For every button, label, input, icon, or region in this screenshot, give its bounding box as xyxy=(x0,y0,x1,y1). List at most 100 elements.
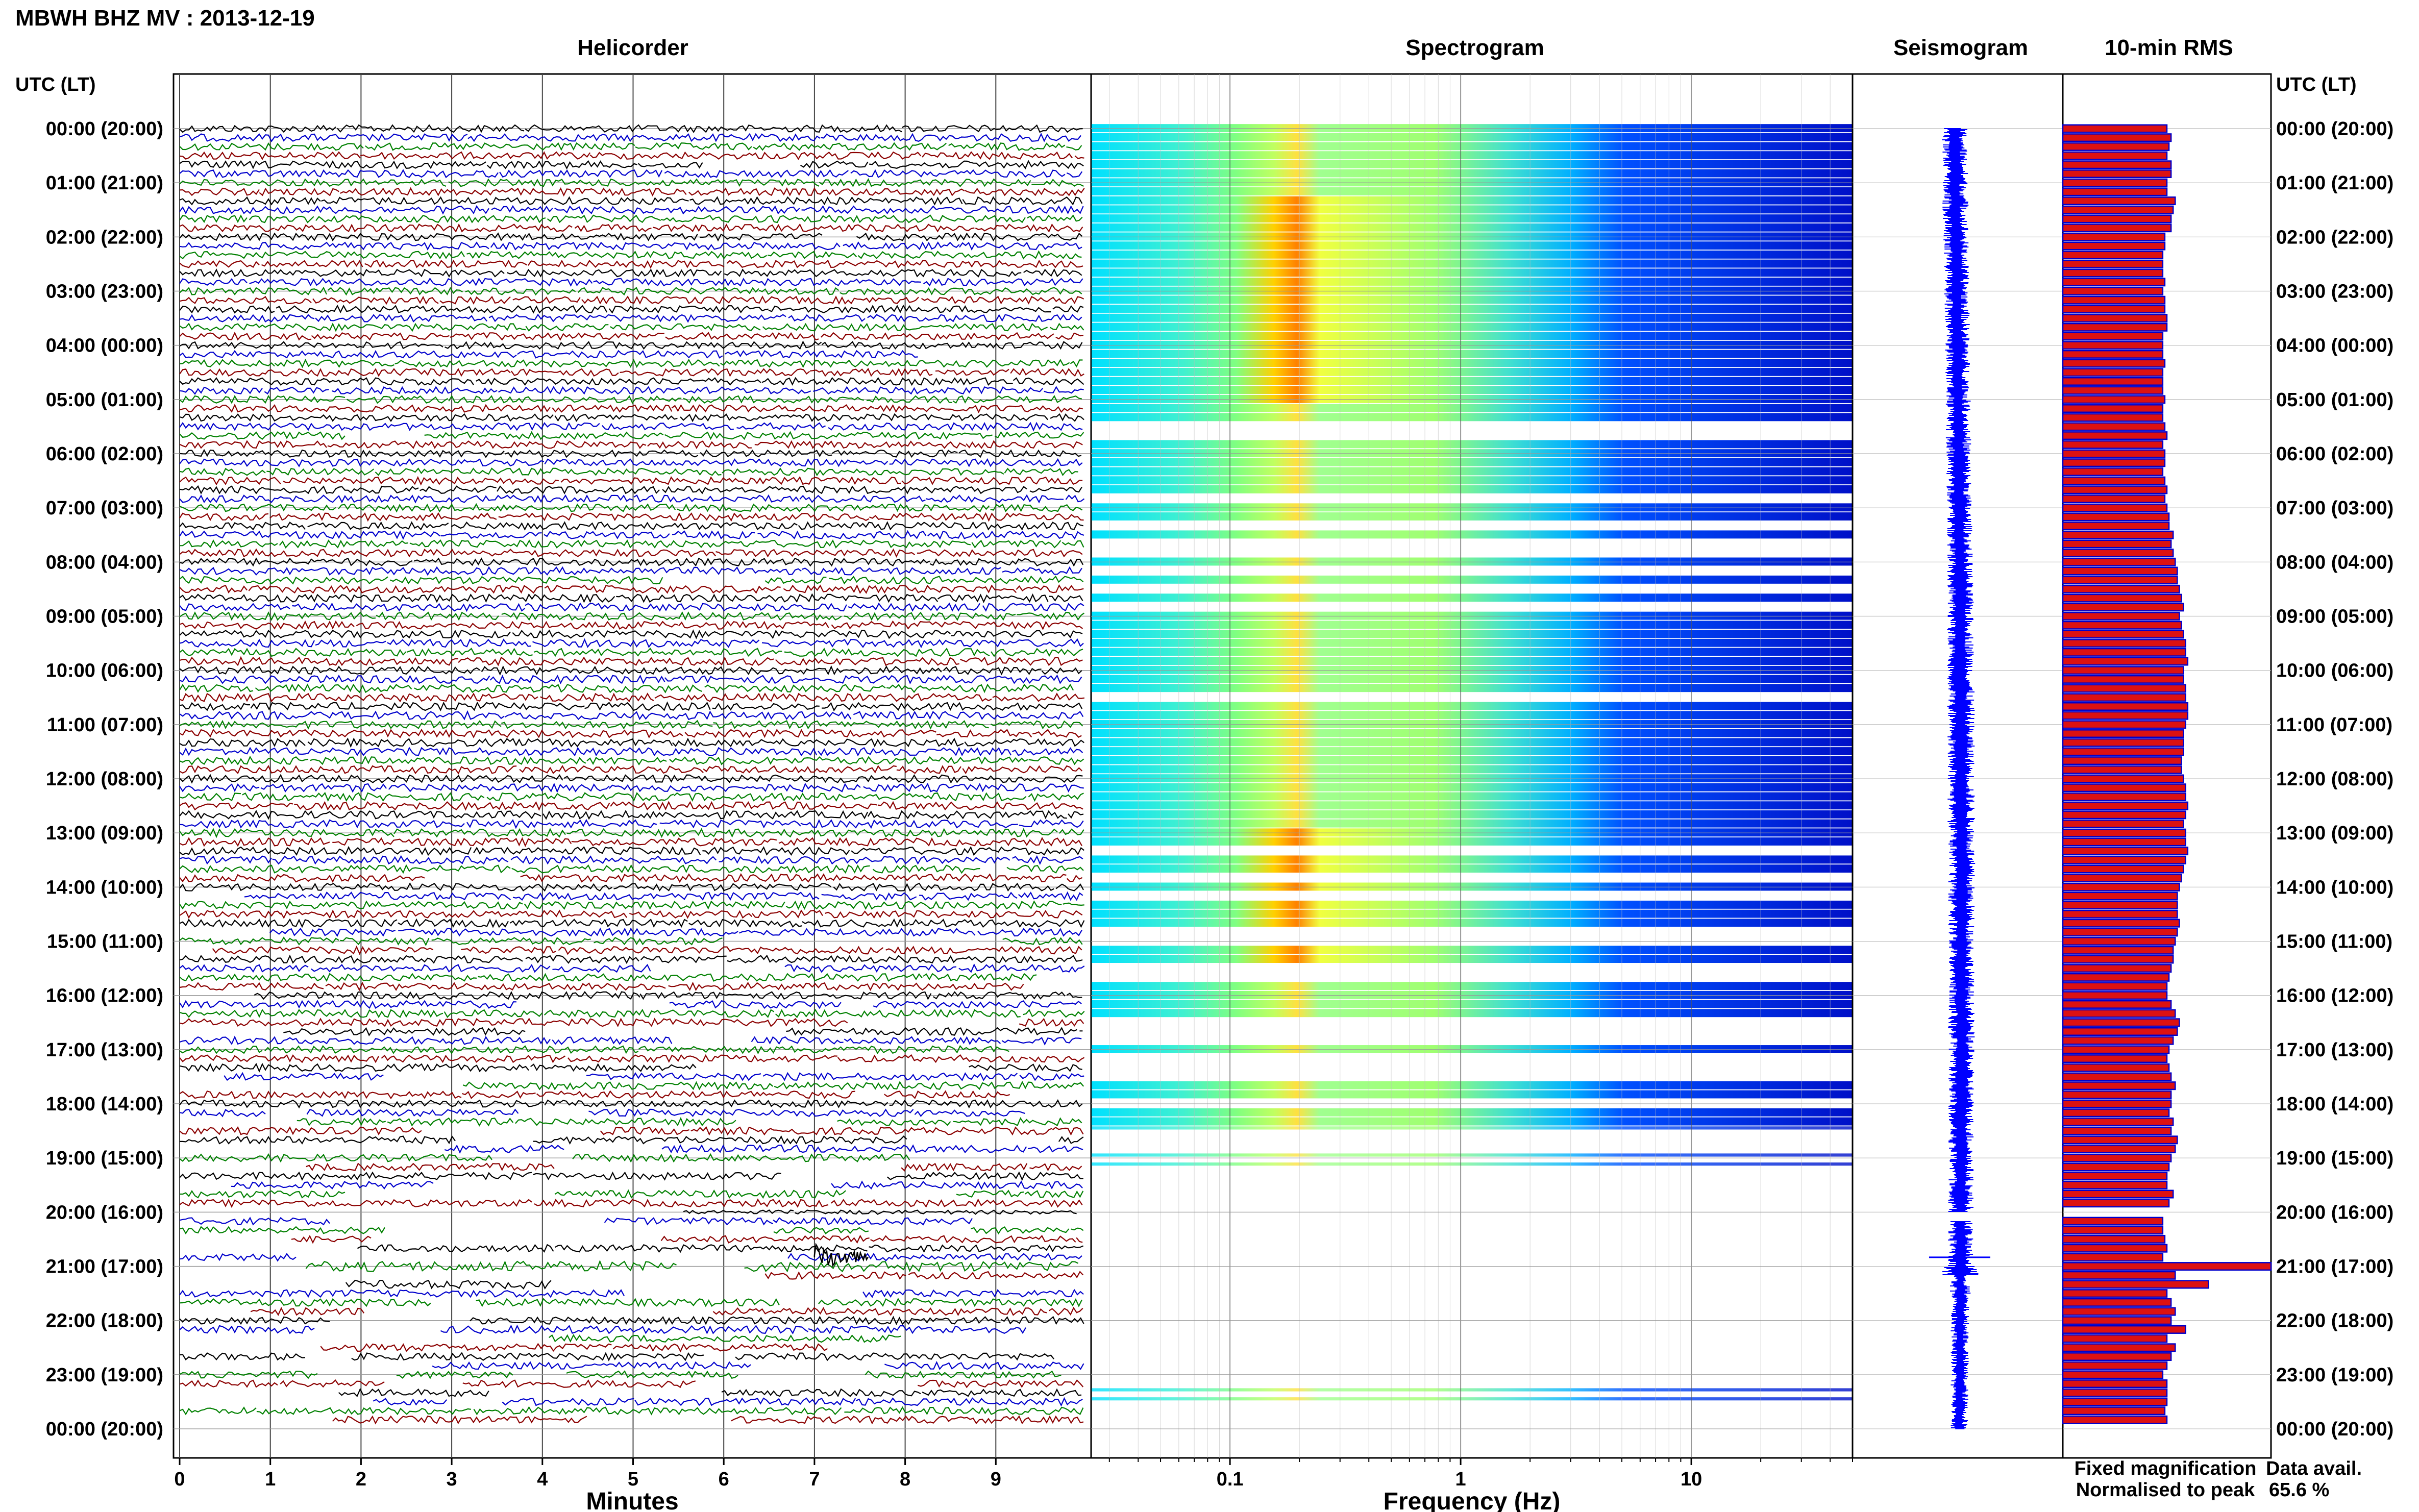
helicorder-trace-row xyxy=(179,1126,1084,1136)
helicorder-trace-row xyxy=(179,638,1084,649)
rms-bar xyxy=(2062,1334,2168,1343)
rms-bar xyxy=(2062,593,2182,603)
helicorder-trace-row xyxy=(179,1298,1082,1307)
rms-bar xyxy=(2062,576,2178,585)
helicorder-trace-row xyxy=(179,530,1084,540)
spectrogram-row xyxy=(1092,223,1852,232)
helicorder-trace-row xyxy=(179,918,1085,928)
spectrogram-row xyxy=(1092,323,1852,331)
rms-bar xyxy=(2062,828,2186,837)
spectrogram-row xyxy=(1092,250,1852,259)
rms-bar xyxy=(2062,305,2166,314)
rms-bar xyxy=(2062,882,2180,891)
helicorder-trace-row xyxy=(179,1217,973,1226)
helicorder-trace-row xyxy=(179,151,1084,160)
spectrogram-x-tick-label: 10 xyxy=(1681,1469,1702,1490)
rms-bar xyxy=(2062,1226,2164,1235)
helicorder-trace-row xyxy=(179,602,1084,612)
helicorder-trace-row xyxy=(179,720,1083,730)
rms-bar xyxy=(2062,178,2168,187)
spectrogram-row xyxy=(1092,684,1852,692)
rms-bar xyxy=(2062,1162,2170,1172)
rms-bar xyxy=(2062,630,2184,639)
helicorder-trace-row xyxy=(179,539,1084,549)
spectrogram-row xyxy=(1092,196,1852,205)
rms-bar xyxy=(2062,1018,2180,1027)
helicorder-trace-row xyxy=(179,313,1082,323)
spectrogram-row xyxy=(1092,259,1852,268)
helicorder-trace-row xyxy=(179,1324,1026,1335)
time-label-left: 15:00 (11:00) xyxy=(47,931,163,953)
helicorder-trace-row xyxy=(179,232,1083,242)
time-label-left: 20:00 (16:00) xyxy=(46,1202,163,1223)
rms-bar xyxy=(2062,268,2164,278)
helicorder-trace-row xyxy=(179,864,1084,874)
rms-bar xyxy=(2062,702,2189,711)
rms-bar xyxy=(2062,693,2186,702)
helicorder-x-tick-label: 4 xyxy=(537,1469,548,1490)
rms-bar xyxy=(2062,1271,2176,1280)
rms-bar xyxy=(2062,431,2168,440)
time-label-left: 11:00 (07:00) xyxy=(47,714,163,736)
helicorder-trace-row xyxy=(179,728,1082,739)
spectrogram-row xyxy=(1092,404,1852,412)
helicorder-trace-row xyxy=(179,557,1084,567)
helicorder-trace-row xyxy=(320,1343,828,1353)
spectrogram-row xyxy=(1092,1117,1852,1126)
helicorder-trace-row xyxy=(180,1135,1084,1145)
rms-bar xyxy=(2062,612,2180,621)
time-label-left: 14:00 (10:00) xyxy=(46,877,163,898)
helicorder-trace-row xyxy=(179,909,1083,919)
rms-bar xyxy=(2062,278,2166,287)
helicorder-trace-row xyxy=(179,214,1083,224)
helicorder-trace-row xyxy=(179,1018,1084,1027)
helicorder-trace-row xyxy=(179,223,1083,233)
helicorder-trace-row xyxy=(179,458,1083,467)
rms-bar xyxy=(2062,1180,2168,1189)
rms-bar xyxy=(2062,1199,2170,1208)
rms-bar xyxy=(2062,810,2186,820)
time-label-right: 21:00 (17:00) xyxy=(2276,1256,2393,1278)
rms-bar xyxy=(2062,657,2189,666)
rms-bar xyxy=(2062,973,2170,982)
spectrogram-row xyxy=(1092,458,1852,466)
helicorder-trace-row xyxy=(179,1008,1085,1019)
helicorder-trace-row xyxy=(179,774,1083,784)
legend-normalised-to-peak: Normalised to peak xyxy=(2076,1479,2255,1501)
rms-bar xyxy=(2062,738,2184,747)
helicorder-trace-row xyxy=(179,178,1084,187)
time-label-left: 07:00 (03:00) xyxy=(46,498,163,519)
rms-bar xyxy=(2062,964,2172,973)
rms-bar xyxy=(2062,648,2186,657)
time-label-right: 19:00 (15:00) xyxy=(2276,1148,2393,1169)
rms-bar xyxy=(2062,458,2166,467)
helicorder-trace-row xyxy=(179,575,1084,585)
helicorder-trace-row xyxy=(179,476,1083,486)
helicorder-trace-row xyxy=(549,1334,901,1343)
spectrogram-row xyxy=(1092,900,1852,909)
spectrogram-row xyxy=(1092,160,1852,168)
helicorder-trace-row xyxy=(179,973,1037,982)
helicorder-trace-row xyxy=(179,449,1082,458)
figure-title: MBWH BHZ MV : 2013-12-19 xyxy=(15,6,315,31)
helicorder-trace-row xyxy=(179,710,1084,721)
time-label-left: 10:00 (06:00) xyxy=(46,660,163,682)
spectrogram-x-tick-label: 0.1 xyxy=(1217,1469,1244,1490)
time-label-right: 12:00 (08:00) xyxy=(2276,769,2393,790)
time-label-left: 12:00 (08:00) xyxy=(46,769,163,790)
helicorder-trace-row xyxy=(373,1397,1083,1407)
spectrogram-row xyxy=(1092,675,1852,683)
helicorder-trace-row xyxy=(179,160,1084,170)
rms-bar xyxy=(2062,639,2186,648)
rms-bar xyxy=(2062,1145,2176,1154)
rms-bar xyxy=(2062,1099,2172,1108)
spectrogram-row xyxy=(1092,340,1852,349)
spectrogram-row xyxy=(1092,747,1852,756)
helicorder-x-ticks: 0 1 2 3 4 5 6 7 8 9 xyxy=(174,1458,1001,1490)
spectrogram-row xyxy=(1092,864,1852,873)
rms-bar xyxy=(2062,1397,2168,1406)
seismogram-title: Seismogram xyxy=(1893,35,2028,60)
spectrogram-row xyxy=(1092,503,1852,512)
helicorder-trace-row xyxy=(179,512,1084,522)
helicorder-trace-row xyxy=(179,1045,1009,1055)
